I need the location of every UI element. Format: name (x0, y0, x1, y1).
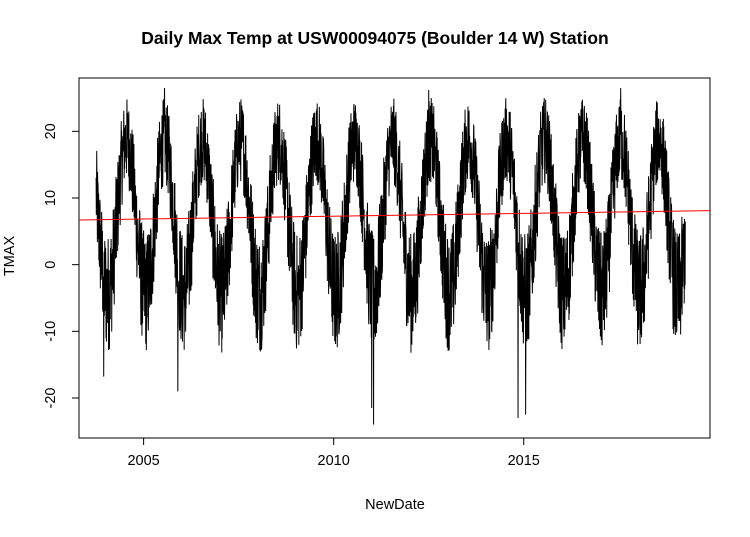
x-axis: 2005 2010 2015 (127, 437, 540, 469)
y-tick-label: 10 (43, 190, 59, 206)
x-tick-label: 2015 (508, 453, 540, 469)
y-tick-label: 20 (43, 123, 59, 139)
y-axis: -20 -10 0 10 20 (43, 123, 79, 408)
series-layer (78, 87, 711, 425)
x-tick-label: 2005 (127, 453, 159, 469)
tmax-series-line (95, 87, 686, 425)
x-tick-label: 2010 (318, 453, 350, 469)
y-tick-label: -10 (43, 321, 59, 342)
y-axis-label: TMAX (2, 235, 18, 277)
x-axis-label: NewDate (365, 497, 425, 513)
chart-title: Daily Max Temp at USW00094075 (Boulder 1… (141, 28, 609, 48)
trend-line (78, 210, 711, 221)
y-tick-label: -20 (43, 388, 59, 409)
y-tick-label: 0 (43, 261, 59, 269)
